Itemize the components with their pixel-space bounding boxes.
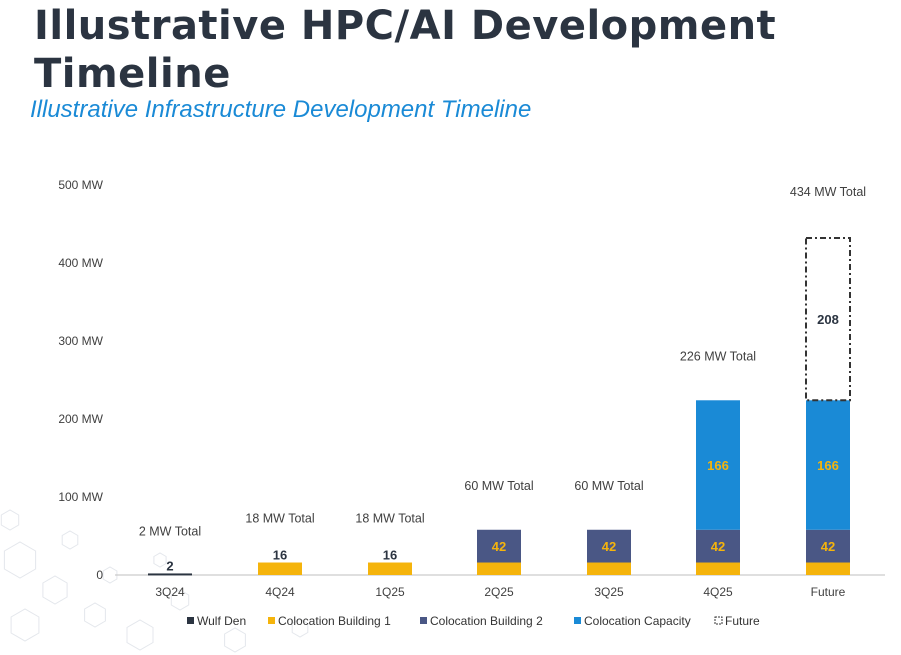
bar-colocation-building-1-4q25 bbox=[696, 562, 740, 575]
data-label-colocation-building-2-4q25: 42 bbox=[711, 539, 725, 554]
x-tick-label: 1Q25 bbox=[375, 585, 405, 599]
legend-swatch bbox=[574, 617, 581, 624]
data-label-colocation-capacity-4q25: 166 bbox=[707, 458, 729, 473]
legend-item-future: Future bbox=[714, 614, 760, 628]
total-label-4q25: 226 MW Total bbox=[680, 349, 756, 363]
bar-colocation-capacity-4q25 bbox=[696, 400, 740, 530]
bar-colocation-building-1-4q24 bbox=[258, 562, 302, 575]
decorative-hexagon bbox=[291, 618, 309, 638]
decorative-hexagon bbox=[224, 627, 246, 653]
data-label-colocation-building-2-future: 42 bbox=[821, 539, 835, 554]
y-tick-label: 300 MW bbox=[58, 334, 103, 348]
page-title: Illustrative HPC/AI Development Timeline bbox=[34, 3, 777, 97]
decorative-hexagon bbox=[126, 619, 154, 651]
x-tick-label: 4Q25 bbox=[703, 585, 733, 599]
data-label-colocation-building-1-1q25: 16 bbox=[383, 548, 397, 563]
bar-future-future bbox=[805, 237, 851, 402]
bar-colocation-building-2-2q25 bbox=[477, 529, 521, 563]
bar-colocation-building-1-3q25 bbox=[587, 562, 631, 575]
total-label-3q25: 60 MW Total bbox=[574, 479, 643, 493]
y-tick-label: 500 MW bbox=[58, 178, 103, 192]
data-label-wulf-den-3q24: 2 bbox=[166, 558, 173, 573]
data-label-future-future: 208 bbox=[817, 312, 839, 327]
x-tick-label: 3Q24 bbox=[155, 585, 185, 599]
total-labels: 2 MW Total 18 MW Total 18 MW Total 60 MW To… bbox=[139, 185, 866, 538]
legend-label: Future bbox=[725, 614, 760, 628]
decorative-hexagon bbox=[0, 509, 20, 531]
legend-item-colocation-building-1: Colocation Building 1 bbox=[268, 614, 391, 628]
bar-colocation-building-2-future bbox=[806, 529, 850, 563]
total-label-2q25: 60 MW Total bbox=[464, 479, 533, 493]
bar-colocation-building-1-1q25 bbox=[368, 562, 412, 575]
bar-stack-1q25: 16 bbox=[368, 548, 412, 575]
bar-colocation-building-1-future bbox=[806, 562, 850, 575]
legend-item-colocation-building-2: Colocation Building 2 bbox=[420, 614, 543, 628]
legend-item-wulf-den: Wulf Den bbox=[187, 614, 246, 628]
legend-swatch bbox=[714, 616, 723, 625]
total-label-future: 434 MW Total bbox=[790, 185, 866, 199]
data-label-colocation-building-2-3q25: 42 bbox=[602, 539, 616, 554]
bars: 216161642164216421661642166208 bbox=[148, 237, 851, 576]
background-hexagon-pattern bbox=[0, 509, 309, 653]
legend-swatch bbox=[420, 617, 427, 624]
x-tick-label: 3Q25 bbox=[594, 585, 624, 599]
bar-colocation-capacity-future bbox=[806, 400, 850, 530]
legend-swatch bbox=[187, 617, 194, 624]
legend-swatch bbox=[268, 617, 275, 624]
decorative-hexagon bbox=[170, 589, 190, 611]
x-tick-label: 2Q25 bbox=[484, 585, 514, 599]
y-axis: 0 100 MW 200 MW 300 MW 400 MW 500 MW bbox=[58, 178, 103, 582]
decorative-hexagon bbox=[10, 608, 40, 642]
total-label-3q24: 2 MW Total bbox=[139, 524, 201, 538]
legend-label: Wulf Den bbox=[197, 614, 246, 628]
x-tick-label: Future bbox=[811, 585, 846, 599]
bar-stack-future: 1642166208 bbox=[805, 237, 851, 575]
data-label-colocation-building-1-4q24: 16 bbox=[273, 548, 287, 563]
data-label-colocation-building-2-2q25: 42 bbox=[492, 539, 506, 554]
decorative-hexagon bbox=[84, 602, 106, 628]
y-tick-label: 400 MW bbox=[58, 256, 103, 270]
decorative-hexagon bbox=[3, 541, 37, 579]
bar-colocation-building-2-4q25 bbox=[696, 529, 740, 563]
bar-colocation-building-1-2q25 bbox=[477, 562, 521, 575]
y-tick-label: 0 bbox=[96, 568, 103, 582]
data-label-colocation-capacity-future: 166 bbox=[817, 458, 839, 473]
y-tick-label: 100 MW bbox=[58, 490, 103, 504]
x-axis: 3Q24 4Q24 1Q25 2Q25 3Q25 4Q25 Future bbox=[155, 585, 845, 599]
bar-stack-4q25: 1642166 bbox=[696, 400, 740, 575]
bar-stack-3q24: 2 bbox=[148, 558, 192, 576]
legend: Wulf Den Colocation Building 1 Colocation … bbox=[187, 614, 760, 628]
total-label-1q25: 18 MW Total bbox=[355, 512, 424, 526]
decorative-hexagon bbox=[102, 566, 118, 584]
bar-colocation-building-2-3q25 bbox=[587, 529, 631, 563]
bar-stack-4q24: 16 bbox=[258, 548, 302, 575]
y-tick-label: 200 MW bbox=[58, 412, 103, 426]
decorative-hexagon bbox=[153, 552, 167, 568]
legend-label: Colocation Capacity bbox=[584, 614, 691, 628]
x-tick-label: 4Q24 bbox=[265, 585, 295, 599]
total-label-4q24: 18 MW Total bbox=[245, 512, 314, 526]
decorative-hexagon bbox=[42, 575, 68, 605]
page-subtitle: Illustrative Infrastructure Development … bbox=[30, 96, 532, 123]
legend-item-colocation-capacity: Colocation Capacity bbox=[574, 614, 691, 628]
legend-label: Colocation Building 1 bbox=[278, 614, 391, 628]
bar-wulf-den-3q24 bbox=[148, 573, 192, 576]
decorative-hexagon bbox=[61, 530, 79, 550]
legend-label: Colocation Building 2 bbox=[430, 614, 543, 628]
